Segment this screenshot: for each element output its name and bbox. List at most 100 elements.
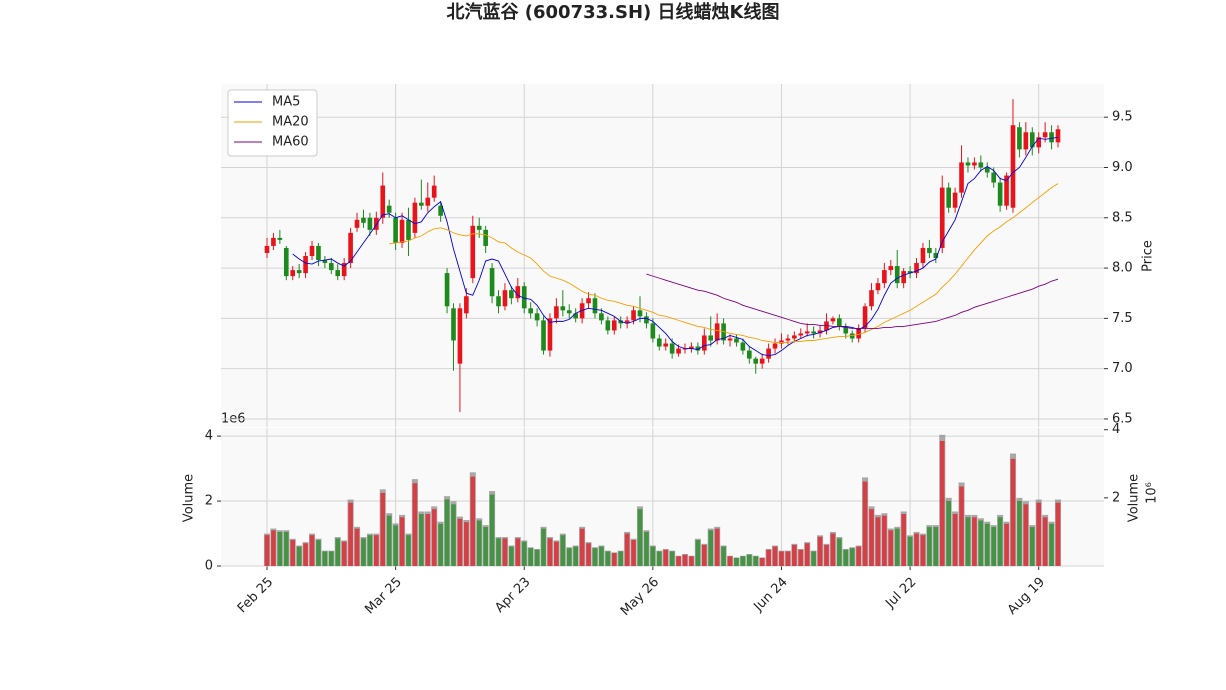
chart-title: 北汽蓝谷 (600733.SH) 日线蜡烛K线图 (447, 1, 780, 23)
candle-body (779, 340, 784, 344)
candle-body (734, 338, 739, 343)
volume-bar (470, 476, 476, 566)
candle-body (599, 313, 604, 321)
candle-body (1010, 125, 1016, 208)
volume-bar (277, 531, 283, 566)
volume-bar (592, 548, 598, 566)
candle-body (271, 237, 276, 246)
volume-bar (296, 546, 302, 566)
volume-bar (521, 541, 527, 566)
volume-bar (837, 538, 842, 566)
candle-body (515, 286, 521, 299)
volume-bar (605, 551, 611, 566)
volume-bar (650, 546, 656, 566)
x-tick-label: Feb 25 (235, 575, 277, 617)
volume-bar (496, 538, 501, 566)
volume-bar (444, 499, 450, 566)
candle-body (798, 333, 804, 336)
volume-bar (701, 544, 707, 566)
volume-bar (1049, 523, 1054, 566)
candle-body (689, 346, 694, 349)
volume-bar (907, 536, 913, 566)
x-tick-label: Mar 25 (362, 575, 405, 618)
volume-bar (882, 515, 887, 566)
volume-bar (502, 538, 508, 566)
volume-bar (341, 541, 347, 566)
volume-bar (759, 557, 765, 566)
candle-body (792, 335, 797, 339)
volume-bar (766, 549, 771, 566)
volume-bar (798, 549, 804, 566)
candle-body (849, 333, 855, 339)
candle-body (894, 266, 900, 284)
candle-body (341, 263, 347, 277)
candle-body (283, 247, 289, 277)
candle-body (335, 270, 341, 277)
candle-body (708, 335, 714, 341)
volume-bar (380, 492, 386, 566)
candle-body (785, 338, 791, 341)
candle-body (1017, 127, 1022, 150)
candle-body (978, 162, 984, 168)
volume-bar (476, 520, 482, 566)
volume-bar (669, 551, 675, 566)
volume-bar (374, 535, 379, 566)
y-tick-label: 0 (205, 559, 213, 574)
volume-bar (586, 543, 591, 566)
volume-bar (869, 509, 874, 566)
volume-bar (566, 548, 572, 566)
y-axis-label: Price (1141, 240, 1156, 272)
legend-label: MA20 (272, 115, 309, 130)
volume-bar (920, 535, 926, 566)
candle-body (547, 318, 553, 351)
y-tick-label: 6.5 (1112, 411, 1133, 426)
candle-body (457, 308, 463, 364)
volume-bar (727, 556, 733, 566)
candle-body (811, 331, 816, 334)
volume-bar (1010, 458, 1016, 566)
candle-body (1023, 132, 1029, 150)
candle-body (663, 343, 669, 347)
volume-bar (354, 528, 360, 566)
volume-bar (412, 483, 418, 566)
candle-body (277, 237, 283, 240)
volume-bar (399, 517, 405, 566)
volume-bar (431, 509, 437, 566)
volume-bar (489, 494, 495, 566)
candle-body (438, 205, 443, 216)
candle-body (419, 202, 424, 206)
volume-bar (419, 514, 424, 566)
volume-bar (1029, 527, 1035, 566)
volume-bar (1017, 501, 1022, 566)
volume-bar (939, 440, 945, 566)
volume-bar (322, 551, 328, 566)
candle-body (753, 358, 759, 364)
candle-body (747, 350, 752, 359)
candle-body (721, 323, 726, 341)
candle-body (586, 298, 591, 304)
x-tick-label: Apr 23 (492, 575, 533, 616)
volume-bar (599, 546, 604, 566)
candle-body (972, 162, 977, 166)
candle-body (959, 162, 964, 193)
volume-bar (663, 549, 669, 566)
volume-bar (779, 551, 784, 566)
candle-body (669, 343, 675, 354)
candle-body (444, 273, 450, 307)
volume-bar (849, 548, 855, 566)
volume-bar (451, 504, 456, 566)
candle-body (470, 225, 476, 279)
x-tick-label: Jul 22 (882, 575, 919, 612)
y-tick-label: 7.5 (1112, 311, 1133, 326)
volume-bar (554, 541, 559, 566)
candle-body (701, 335, 707, 351)
volume-bar (695, 540, 701, 566)
volume-bar (303, 543, 308, 566)
volume-bar (457, 518, 463, 566)
ma-line (292, 136, 1059, 357)
volume-bar (972, 517, 977, 566)
volume-bar (856, 546, 861, 566)
candle-body (1049, 132, 1054, 143)
volume-bar (316, 540, 321, 566)
candle-body (772, 343, 778, 349)
